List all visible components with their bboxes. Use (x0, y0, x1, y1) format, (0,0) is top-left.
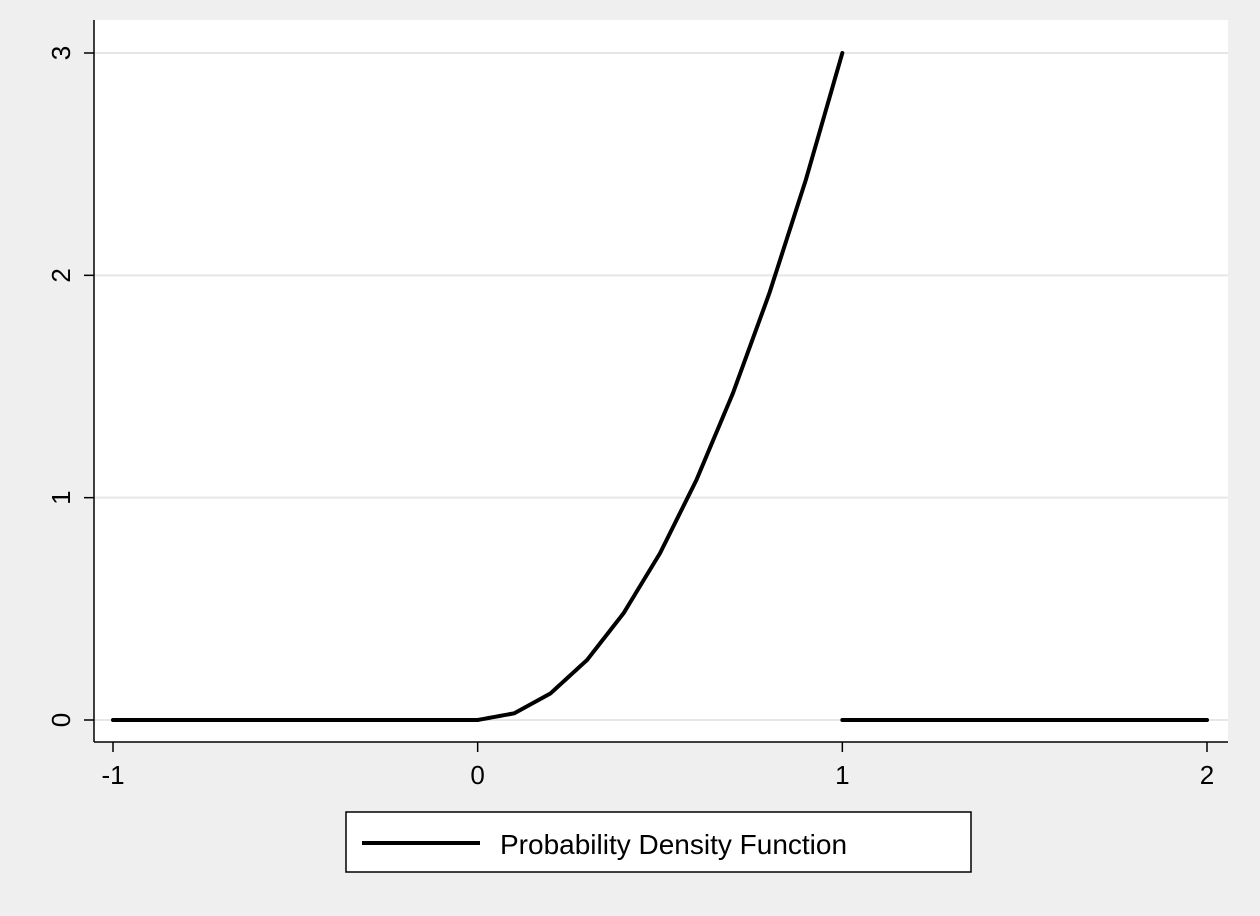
x-ticks: -1 0 1 2 (101, 742, 1214, 790)
y-tick-label-2: 2 (46, 268, 76, 282)
x-tick-label-3: 2 (1200, 760, 1214, 790)
x-tick-label-1: 0 (470, 760, 484, 790)
y-ticks: 0 1 2 3 (46, 46, 94, 727)
x-tick-label-0: -1 (101, 760, 124, 790)
y-tick-label-1: 1 (46, 490, 76, 504)
legend-label: Probability Density Function (500, 829, 847, 860)
y-tick-label-0: 0 (46, 713, 76, 727)
y-tick-label-3: 3 (46, 46, 76, 60)
axes (93, 20, 1228, 743)
x-tick-label-2: 1 (835, 760, 849, 790)
plot-area (94, 20, 1228, 742)
series-lines (111, 51, 1209, 722)
series-line-0-segment-1 (475, 51, 845, 722)
legend: Probability Density Function (345, 811, 972, 873)
